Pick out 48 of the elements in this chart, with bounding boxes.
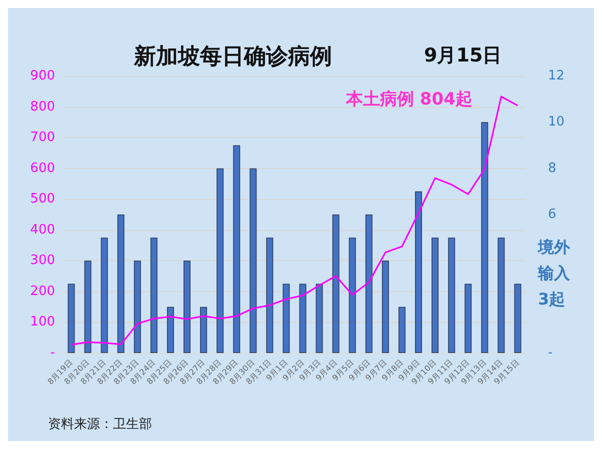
y-tick-label: 900: [30, 68, 55, 84]
y2-tick-label: 6: [548, 207, 556, 222]
y-tick-label: 600: [30, 160, 55, 176]
y-tick-label: 700: [30, 130, 55, 146]
bar: [464, 284, 472, 353]
y-tick-label: 200: [30, 284, 55, 299]
bar: [382, 260, 389, 353]
bar: [498, 238, 505, 353]
bar: [432, 238, 439, 353]
bar: [166, 306, 174, 353]
bar: [134, 260, 141, 353]
chart-subtitle: 9月15日: [424, 44, 502, 66]
bar: [68, 284, 75, 353]
y-tick-label: 500: [30, 192, 55, 207]
y2-tick-label: 12: [548, 68, 565, 84]
bar: [200, 306, 208, 353]
bar: [398, 306, 406, 353]
bar: [514, 284, 522, 353]
y-tick-label: 300: [30, 253, 55, 268]
annotation: 本土病例 804起: [345, 90, 472, 110]
y2-tick-label: 10: [548, 114, 565, 130]
bar: [100, 238, 108, 353]
y-tick-label: 800: [30, 99, 55, 114]
bar: [365, 214, 372, 353]
chart-title: 新加坡每日确诊病例: [133, 44, 332, 70]
text: 资料来源：卫生部: [48, 417, 152, 432]
bar: [448, 238, 456, 353]
y-tick-label: 400: [30, 222, 55, 238]
bar: [250, 168, 257, 353]
y2-tick-label: -: [548, 346, 553, 360]
bar: [332, 214, 340, 353]
y-tick-label: -: [50, 346, 56, 360]
bar: [117, 214, 124, 353]
bar: [84, 260, 92, 353]
bar: [282, 284, 290, 353]
bar: [266, 238, 274, 353]
bar: [233, 145, 240, 353]
y2-tick-label: 8: [548, 160, 556, 176]
text: 境外输入3起: [537, 238, 571, 308]
bar: [184, 260, 191, 353]
bar: [481, 122, 488, 353]
bar: [415, 191, 422, 353]
bar: [299, 284, 306, 353]
bar: [316, 284, 323, 353]
bar: [216, 168, 224, 353]
bar: [348, 238, 356, 353]
bar: [150, 238, 158, 353]
y-tick-label: 100: [30, 314, 55, 330]
